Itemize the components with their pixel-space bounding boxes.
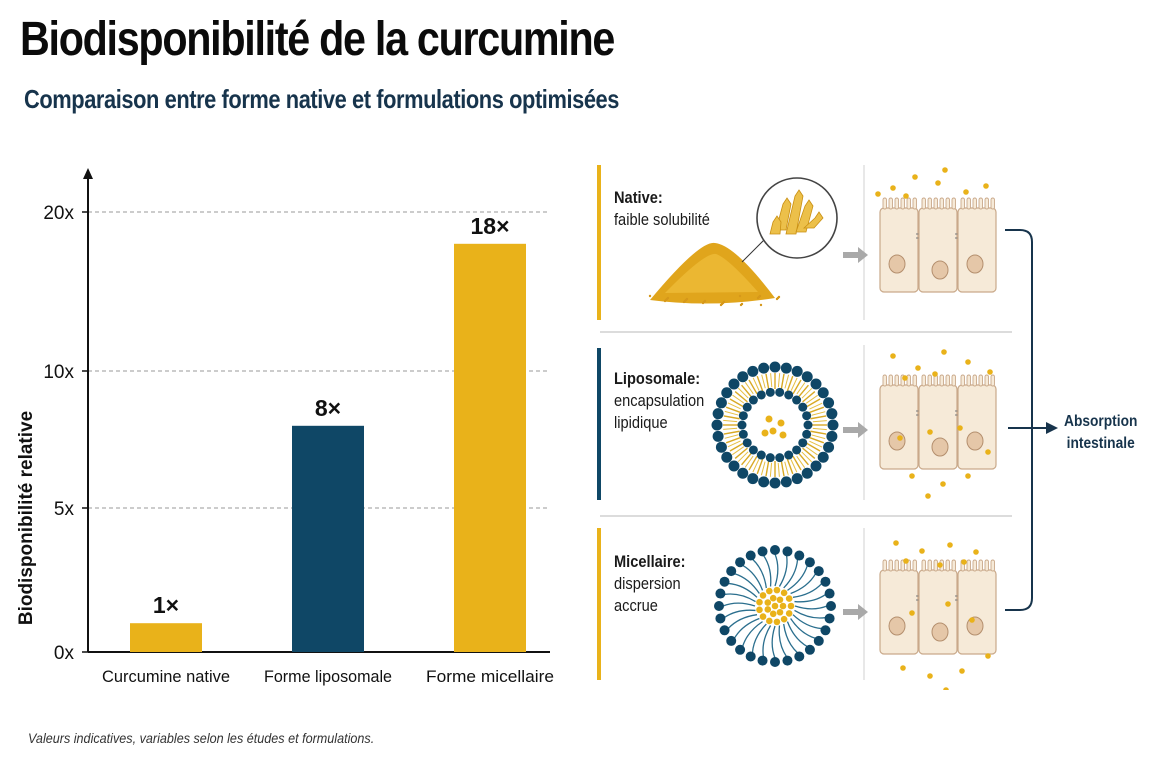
panel-micellaire-description-2: accrue — [614, 596, 658, 615]
page-title: Biodisponibilité de la curcumine — [20, 13, 615, 66]
x-tick-label: Forme micellaire — [426, 667, 554, 686]
page-subtitle: Comparaison entre forme native et formul… — [24, 84, 620, 114]
panel-liposomale-description-2: lipidique — [614, 413, 668, 432]
panel-liposomale-label: Liposomale: encapsulation lipidique — [614, 368, 704, 434]
intestinal-cells-icon — [879, 540, 997, 690]
arrow-right-icon — [843, 422, 868, 438]
formulation-diagram — [597, 165, 1058, 690]
y-axis-label: Biodisponibilité relative — [16, 411, 37, 625]
arrow-right-icon — [1046, 422, 1058, 434]
y-tick-label: 10x — [43, 362, 74, 383]
panel-native-label: Native: faible solubilité — [614, 187, 710, 231]
bar-3 — [454, 243, 526, 653]
intestinal-cells-icon — [879, 349, 997, 499]
powder-crystals-icon — [648, 177, 838, 307]
panel-micellaire-name: Micellaire: — [614, 552, 686, 571]
panel-liposomale-name: Liposomale: — [614, 369, 701, 388]
bar-2 — [292, 425, 364, 652]
y-tick-label: 20x — [43, 203, 74, 224]
panel-micellaire-description-1: dispersion — [614, 574, 681, 593]
panel-accent-bar — [597, 348, 601, 500]
panel-liposomale-description-1: encapsulation — [614, 391, 705, 410]
y-tick-label: 0x — [54, 643, 75, 664]
x-tick-label: Curcumine native — [102, 667, 230, 686]
x-tick-label: Forme liposomale — [264, 667, 392, 686]
bar-value-label: 8× — [315, 395, 341, 421]
panel-native-name: Native: — [614, 188, 663, 207]
panel-accent-bar — [597, 165, 601, 320]
arrow-right-icon — [843, 247, 868, 263]
arrow-right-icon — [843, 604, 868, 620]
intestinal-cells-icon — [875, 167, 997, 293]
panel-micellaire-label: Micellaire: dispersion accrue — [614, 551, 686, 617]
footnote: Valeurs indicatives, variables selon les… — [28, 730, 375, 746]
micelle-icon — [714, 545, 836, 667]
convergence-bracket — [1005, 229, 1058, 611]
bar-value-label: 18× — [470, 213, 509, 239]
bar-chart: 0x 5x 10x 20x 1× 8× 18× Curcumine native Forme… — [16, 168, 554, 686]
bar-value-label: 1× — [153, 592, 179, 618]
liposome-icon — [711, 361, 839, 489]
absorption-outcome-label: Absorption intestinale — [1064, 413, 1138, 452]
y-tick-label: 5x — [54, 499, 75, 520]
panel-accent-bar — [597, 528, 601, 680]
bar-1 — [130, 623, 202, 652]
panel-native-description: faible solubilité — [614, 210, 710, 229]
y-axis-arrow-icon — [83, 168, 93, 179]
